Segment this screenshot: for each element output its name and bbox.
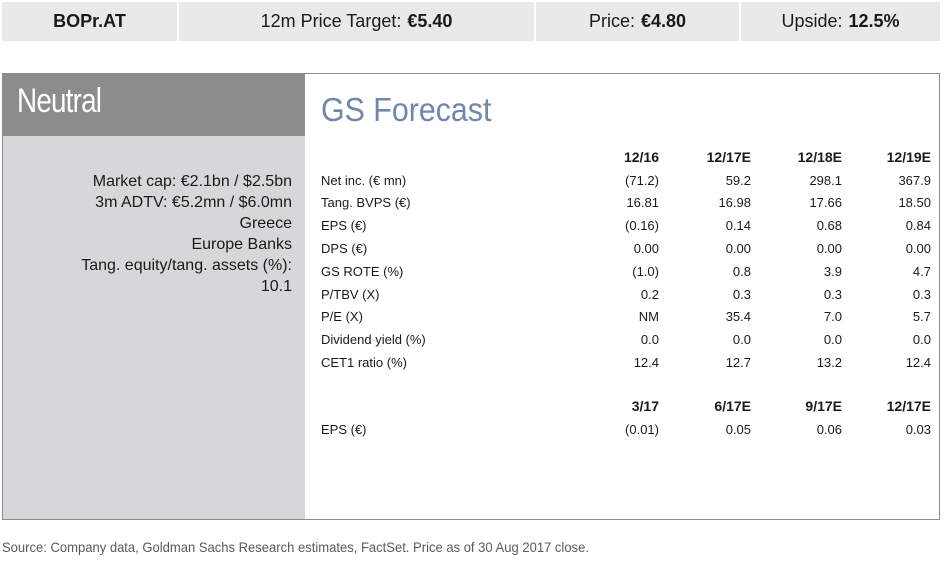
cell-value: 0.3 bbox=[912, 286, 931, 302]
cell-value: 7.0 bbox=[823, 309, 842, 325]
price-target-value: €5.40 bbox=[407, 11, 453, 31]
metric-sector: Europe Banks bbox=[191, 236, 292, 253]
row-label: P/TBV (X) bbox=[321, 286, 380, 302]
cell-value: 0.0 bbox=[640, 332, 659, 348]
price-value: €4.80 bbox=[640, 11, 687, 31]
company-metrics: Market cap: €2.1bn / $2.5bn 3m ADTV: €5.… bbox=[81, 171, 292, 297]
cell-value: 12.4 bbox=[905, 355, 931, 371]
table-row: P/TBV (X) 0.2 0.3 0.3 0.3 bbox=[321, 283, 931, 306]
cell-value: 0.3 bbox=[823, 286, 842, 302]
row-label: EPS (€) bbox=[321, 218, 367, 234]
cell-value: 0.14 bbox=[725, 218, 751, 234]
row-label: Dividend yield (%) bbox=[321, 332, 426, 348]
cell-value: 367.9 bbox=[898, 172, 931, 188]
cell-value: 0.3 bbox=[732, 286, 751, 302]
price-target-label: 12m Price Target: bbox=[260, 11, 402, 31]
table-row: DPS (€) 0.00 0.00 0.00 0.00 bbox=[321, 237, 931, 260]
cell-value: (71.2) bbox=[625, 172, 659, 188]
table-header-row: 3/17 6/17E 9/17E 12/17E bbox=[321, 395, 931, 418]
cell-value: 35.4 bbox=[725, 309, 751, 325]
cell-value: 0.84 bbox=[905, 218, 931, 234]
row-label: CET1 ratio (%) bbox=[321, 355, 407, 371]
metric-market-cap: Market cap: €2.1bn / $2.5bn bbox=[92, 173, 292, 190]
upside-label: Upside: bbox=[781, 11, 843, 31]
cell-value: 0.03 bbox=[905, 421, 931, 437]
cell-value: 12.7 bbox=[725, 355, 751, 371]
column-header: 12/18E bbox=[797, 149, 842, 166]
column-header: 6/17E bbox=[714, 398, 751, 415]
table-row: EPS (€) (0.16) 0.14 0.68 0.84 bbox=[321, 214, 931, 237]
table-header-row: 12/16 12/17E 12/18E 12/19E bbox=[321, 146, 931, 169]
cell-value: 5.7 bbox=[912, 309, 931, 325]
row-label: Tang. BVPS (€) bbox=[321, 195, 411, 211]
annual-forecast-table: 12/16 12/17E 12/18E 12/19E Net inc. (€ m… bbox=[321, 146, 931, 374]
metric-country: Greece bbox=[239, 215, 292, 232]
table-row: GS ROTE (%) (1.0) 0.8 3.9 4.7 bbox=[321, 260, 931, 283]
ticker: BOPr.AT bbox=[2, 2, 177, 41]
cell-value: 298.1 bbox=[809, 172, 842, 188]
row-label: EPS (€) bbox=[321, 421, 367, 437]
report-card: Neutral Market cap: €2.1bn / $2.5bn 3m A… bbox=[2, 73, 940, 520]
cell-value: 16.81 bbox=[626, 195, 659, 211]
cell-value: 16.98 bbox=[718, 195, 751, 211]
cell-value: 0.05 bbox=[725, 421, 751, 437]
metric-tang-equity-value: 10.1 bbox=[260, 278, 292, 295]
cell-value: (0.16) bbox=[625, 218, 659, 234]
source-note: Source: Company data, Goldman Sachs Rese… bbox=[2, 539, 589, 555]
cell-value: 4.7 bbox=[912, 263, 931, 279]
price-label: Price: bbox=[588, 11, 635, 31]
column-header: 3/17 bbox=[631, 398, 659, 415]
column-header: 12/17E bbox=[706, 149, 751, 166]
cell-value: 0.0 bbox=[732, 332, 751, 348]
cell-value: 0.00 bbox=[725, 241, 751, 257]
cell-value: 0.00 bbox=[905, 241, 931, 257]
cell-value: 0.0 bbox=[823, 332, 842, 348]
upside: Upside: 12.5% bbox=[741, 2, 940, 41]
metric-adtv: 3m ADTV: €5.2mn / $6.0mn bbox=[95, 194, 292, 211]
rating-label: Neutral bbox=[17, 82, 102, 120]
table-row: P/E (X) NM 35.4 7.0 5.7 bbox=[321, 306, 931, 329]
column-header: 9/17E bbox=[805, 398, 842, 415]
table-row: EPS (€) (0.01) 0.05 0.06 0.03 bbox=[321, 418, 931, 441]
upside-value: 12.5% bbox=[848, 11, 900, 31]
table-row: CET1 ratio (%) 12.4 12.7 13.2 12.4 bbox=[321, 351, 931, 374]
quarterly-forecast-table: 3/17 6/17E 9/17E 12/17E EPS (€) (0.01) 0… bbox=[321, 395, 931, 441]
table-row: Tang. BVPS (€) 16.81 16.98 17.66 18.50 bbox=[321, 192, 931, 215]
metric-tang-equity-label: Tang. equity/tang. assets (%): bbox=[81, 257, 292, 274]
cell-value: (1.0) bbox=[632, 263, 659, 279]
price-target: 12m Price Target: €5.40 bbox=[179, 2, 534, 41]
table-row: Net inc. (€ mn) (71.2) 59.2 298.1 367.9 bbox=[321, 169, 931, 192]
cell-value: 0.0 bbox=[912, 332, 931, 348]
cell-value: 18.50 bbox=[898, 195, 931, 211]
cell-value: 13.2 bbox=[816, 355, 842, 371]
cell-value: 0.8 bbox=[732, 263, 751, 279]
forecast-panel: GS Forecast 12/16 12/17E 12/18E 12/19E N… bbox=[305, 74, 939, 519]
current-price: Price: €4.80 bbox=[536, 2, 739, 41]
cell-value: 3.9 bbox=[823, 263, 842, 279]
row-label: GS ROTE (%) bbox=[321, 263, 404, 279]
column-header: 12/16 bbox=[623, 149, 659, 166]
cell-value: NM bbox=[638, 309, 659, 325]
cell-value: 17.66 bbox=[809, 195, 842, 211]
company-summary-panel: Neutral Market cap: €2.1bn / $2.5bn 3m A… bbox=[3, 74, 305, 519]
cell-value: 0.68 bbox=[816, 218, 842, 234]
cell-value: (0.01) bbox=[625, 421, 659, 437]
row-label: P/E (X) bbox=[321, 309, 363, 325]
cell-value: 0.00 bbox=[633, 241, 659, 257]
price-summary-bar: BOPr.AT 12m Price Target: €5.40 Price: €… bbox=[2, 2, 940, 41]
rating-box: Neutral bbox=[3, 74, 305, 136]
cell-value: 0.2 bbox=[640, 286, 659, 302]
table-row: Dividend yield (%) 0.0 0.0 0.0 0.0 bbox=[321, 328, 931, 351]
column-header: 12/19E bbox=[886, 149, 931, 166]
cell-value: 0.00 bbox=[816, 241, 842, 257]
column-header: 12/17E bbox=[886, 398, 931, 415]
forecast-title: GS Forecast bbox=[321, 91, 492, 128]
row-label: Net inc. (€ mn) bbox=[321, 172, 407, 188]
cell-value: 0.06 bbox=[816, 421, 842, 437]
cell-value: 12.4 bbox=[633, 355, 659, 371]
cell-value: 59.2 bbox=[725, 172, 751, 188]
row-label: DPS (€) bbox=[321, 241, 368, 257]
